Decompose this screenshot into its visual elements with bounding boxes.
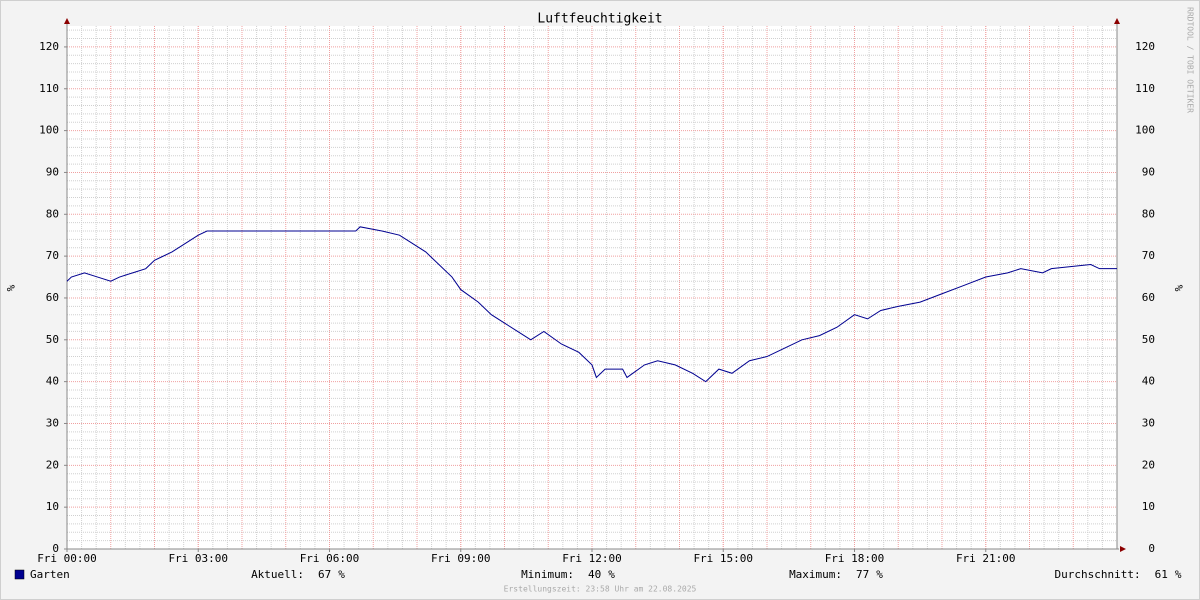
stat-value: 61 [1155,568,1168,581]
y2-tick-label: 60 [1142,291,1155,304]
y2-axis-label: % [1172,285,1185,292]
x-tick-label: Fri 09:00 [431,552,491,565]
y2-tick-label: 30 [1142,416,1155,429]
data-line [66,226,1117,383]
y-tick-label: 100 [39,124,59,137]
stat-unit: % [876,568,883,581]
x-tick-label: Fri 12:00 [562,552,622,565]
plot-area [67,26,1117,549]
stat-unit: % [1175,568,1182,581]
y2-tick-label: 100 [1135,124,1155,137]
y2-tick-label: 20 [1142,458,1155,471]
legend-swatch [14,569,25,580]
x-tick-label: Fri 00:00 [37,552,97,565]
stat-label: Durchschnitt: [1055,568,1141,581]
y2-tick-label: 70 [1142,249,1155,262]
y-tick-label: 60 [46,291,59,304]
y2-tick-label: 90 [1142,165,1155,178]
stat: Aktuell: 67% [251,568,345,581]
legend-label: Garten [30,568,70,581]
axis-arrow [1120,546,1126,552]
footer: Erstellungszeit: 23:58 Uhr am 22.08.2025 [504,585,697,594]
stat: Maximum: 77% [789,568,883,581]
stat-value: 77 [856,568,869,581]
axis-arrow [64,18,70,24]
chart-title: Luftfeuchtigkeit [537,12,662,27]
y2-tick-label: 80 [1142,207,1155,220]
y-tick-label: 120 [39,40,59,53]
y2-tick-label: 110 [1135,82,1155,95]
y-tick-label: 10 [46,500,59,513]
x-tick-label: Fri 21:00 [956,552,1016,565]
y-tick-label: 50 [46,333,59,346]
stat-value: 40 [588,568,601,581]
x-tick-label: Fri 06:00 [300,552,360,565]
y2-tick-label: 0 [1148,542,1155,555]
y-tick-label: 70 [46,249,59,262]
stat-label: Maximum: [789,568,842,581]
x-tick-label: Fri 03:00 [168,552,228,565]
y-tick-label: 0 [52,542,59,555]
watermark: RRDTOOL / TOBI OETIKER [1186,7,1195,113]
y-tick-label: 30 [46,416,59,429]
y-tick-label: 20 [46,458,59,471]
y2-tick-label: 10 [1142,500,1155,513]
stat: Minimum: 40% [521,568,615,581]
y2-tick-label: 50 [1142,333,1155,346]
y-tick-label: 40 [46,375,59,388]
y2-tick-label: 40 [1142,375,1155,388]
x-tick-label: Fri 15:00 [693,552,753,565]
stat-label: Minimum: [521,568,574,581]
stat-unit: % [608,568,615,581]
axis-arrow [1114,18,1120,24]
y2-tick-label: 120 [1135,40,1155,53]
stat: Durchschnitt: 61% [1055,568,1182,581]
x-tick-label: Fri 18:00 [825,552,885,565]
stat-label: Aktuell: [251,568,304,581]
stat-unit: % [338,568,345,581]
y-tick-label: 110 [39,82,59,95]
y-tick-label: 80 [46,207,59,220]
y-axis-label: % [4,285,17,292]
y-tick-label: 90 [46,165,59,178]
stat-value: 67 [318,568,331,581]
